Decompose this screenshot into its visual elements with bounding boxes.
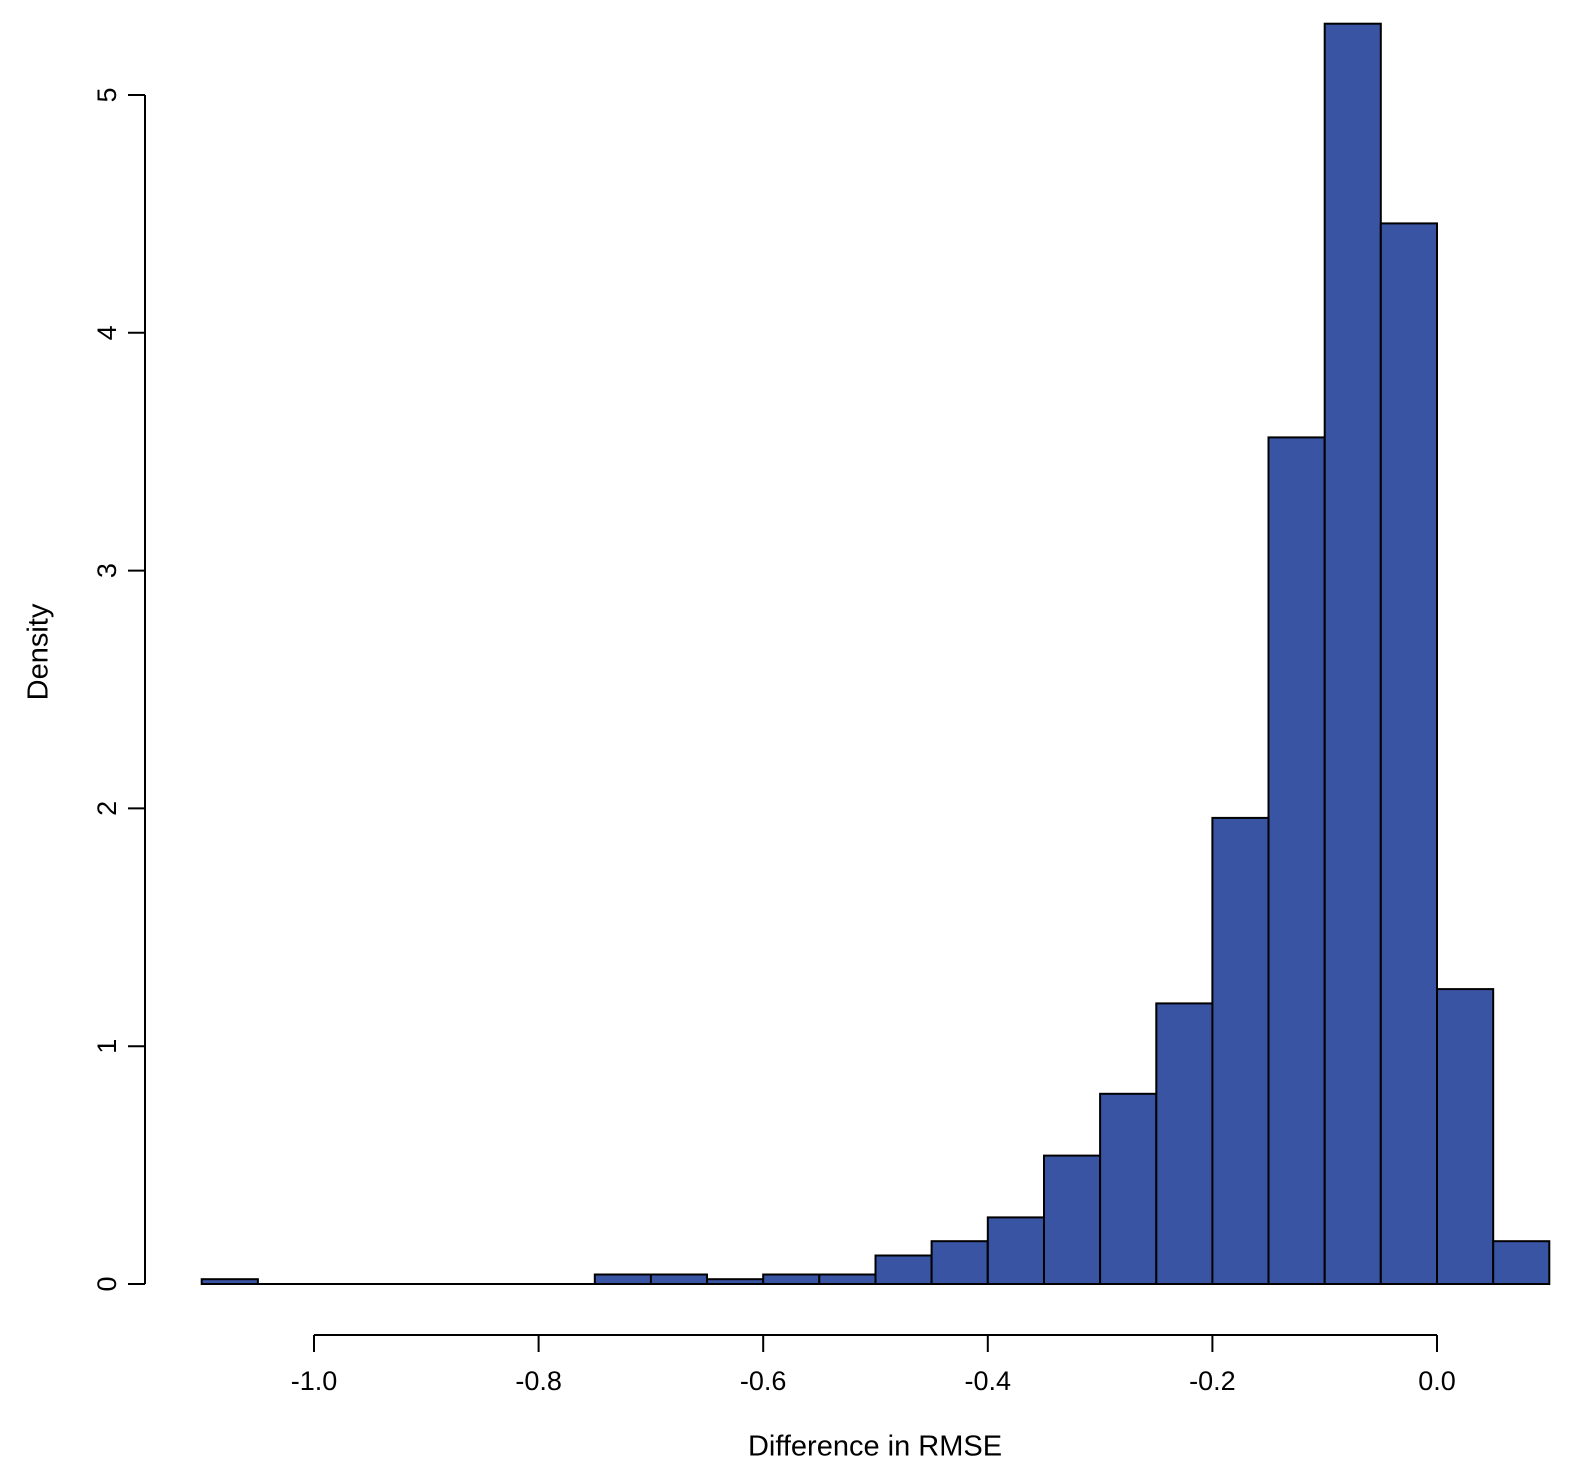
y-tick-label: 5 (92, 87, 122, 102)
histogram-bar (1323, 22, 1382, 1286)
y-tick-label: 3 (92, 563, 122, 578)
y-tick-label: 0 (92, 1276, 122, 1291)
histogram-bar (1211, 816, 1270, 1286)
histogram-bar (593, 1273, 652, 1285)
x-tick-label: 0.0 (1418, 1366, 1456, 1396)
histogram-bar (706, 1278, 765, 1285)
histogram-bar (1379, 222, 1439, 1285)
x-tick-label: -0.2 (1189, 1366, 1236, 1396)
histogram-bar (986, 1216, 1045, 1286)
histogram-bar (1267, 436, 1326, 1285)
histogram-bar (200, 1278, 259, 1285)
histogram-bar (649, 1273, 709, 1285)
y-tick-label: 1 (92, 1039, 122, 1054)
histogram-bar (930, 1240, 989, 1285)
x-tick-label: -0.6 (740, 1366, 787, 1396)
x-tick-label: -0.8 (515, 1366, 562, 1396)
y-tick-label: 4 (92, 325, 122, 340)
histogram-bar (874, 1254, 933, 1285)
x-tick-label: -1.0 (291, 1366, 338, 1396)
histogram-bar (762, 1273, 821, 1285)
y-axis-title: Density (22, 603, 55, 701)
x-tick-label: -0.4 (965, 1366, 1012, 1396)
histogram-bar (1436, 988, 1495, 1285)
x-axis-title: Difference in RMSE (747, 1430, 1003, 1463)
histogram-bar (1043, 1154, 1102, 1285)
histogram-bar (1155, 1002, 1214, 1286)
histogram-bar (1099, 1092, 1158, 1286)
histogram-bar (1492, 1240, 1551, 1285)
histogram-bar (818, 1273, 877, 1285)
y-tick-label: 2 (92, 801, 122, 816)
